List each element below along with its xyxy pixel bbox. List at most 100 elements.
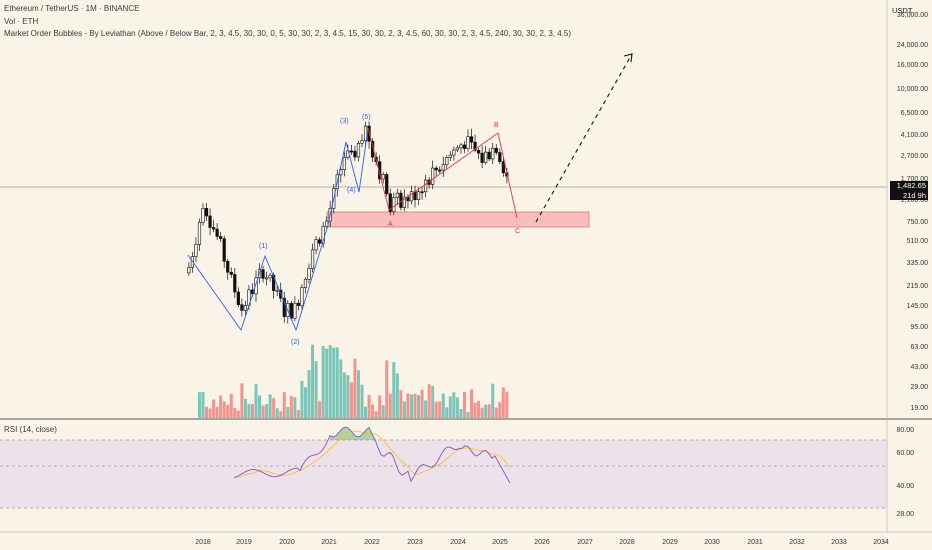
candle-body [243, 305, 248, 311]
volume-bar [286, 406, 290, 418]
target-zone[interactable] [326, 211, 590, 228]
candle-body [215, 228, 219, 237]
price-tick-label: 1,700.00 [901, 176, 928, 183]
volume-bar [272, 398, 276, 418]
candle-body [402, 196, 407, 208]
volume-bar [374, 411, 378, 418]
volume-bar [335, 347, 339, 418]
price-tick-label: 750.00 [907, 219, 929, 226]
volume-bar [201, 391, 205, 418]
volume-bar [268, 394, 272, 418]
volume-bar [498, 402, 502, 418]
symbol-title[interactable]: Ethereum / TetherUS · 1M · BINANCE [4, 4, 140, 13]
volume-bar [399, 390, 403, 418]
volume-bar [236, 410, 240, 418]
volume-bar [197, 392, 201, 418]
volume-bar [367, 394, 371, 418]
volume-bar [477, 400, 481, 418]
main-pane[interactable] [0, 0, 887, 418]
volume-bar [385, 360, 389, 418]
volume-bar [314, 361, 318, 418]
candle-body [317, 239, 322, 244]
volume-legend[interactable]: Vol · ETH [4, 17, 39, 26]
price-tick-label: 43.00 [910, 364, 928, 371]
time-tick-label: 2030 [704, 539, 720, 546]
volume-bar [275, 408, 279, 418]
indicator-legend[interactable]: Market Order Bubbles - By Leviathan (Abo… [4, 29, 572, 38]
wave-label-b: B [494, 122, 499, 129]
volume-bar [360, 384, 364, 418]
time-tick-label: 2020 [279, 539, 295, 546]
price-tick-label: 36,000.00 [897, 12, 928, 19]
volume-bar [427, 384, 431, 418]
rsi-line [233, 426, 511, 484]
time-tick-label: 2032 [789, 539, 805, 546]
price-tick-label: 145.00 [907, 303, 929, 310]
volume-bar [441, 393, 445, 418]
candle-body [487, 151, 491, 160]
candle-body [459, 144, 463, 149]
volume-bar [243, 398, 247, 418]
wave-label-a: A [388, 221, 393, 228]
volume-bar [462, 391, 466, 418]
volume-bars [197, 344, 509, 418]
time-tick-label: 2022 [364, 539, 380, 546]
candle-body [219, 236, 223, 239]
candle-body [194, 244, 198, 257]
rsi-tick-label: 60.00 [896, 450, 914, 457]
volume-bar [505, 391, 509, 418]
volume-bar [229, 393, 233, 418]
time-axis[interactable]: 2018 2019 2020 2021 2022 2023 2024 2025 2026 2027… [195, 539, 889, 546]
volume-bar [487, 404, 491, 418]
volume-bar [233, 407, 237, 418]
candle-body [229, 271, 233, 275]
volume-bar [208, 408, 212, 418]
volume-bar [381, 405, 385, 418]
currency-label[interactable]: USDT [892, 6, 913, 15]
candle-body [392, 197, 396, 212]
volume-bar [378, 395, 382, 418]
price-tick-label: 2,700.00 [901, 153, 928, 160]
volume-bar [311, 344, 315, 418]
candle-body [501, 161, 505, 174]
rsi-tick-label: 28.00 [896, 511, 914, 518]
candle-body [360, 140, 364, 144]
wave-label-5: (5) [362, 114, 371, 121]
volume-bar [300, 380, 304, 418]
candle-body [204, 208, 209, 217]
rsi-axis[interactable]: 80.00 60.00 40.00 28.00 [896, 427, 914, 518]
volume-bar [342, 372, 346, 418]
volume-bar [307, 370, 311, 418]
time-tick-label: 2021 [321, 539, 337, 546]
time-tick-label: 2034 [873, 539, 889, 546]
rsi-legend[interactable]: RSI (14, close) [4, 425, 57, 434]
candle-body [296, 302, 301, 306]
candle-body [484, 151, 488, 163]
price-tick-label: 4,100.00 [901, 132, 928, 139]
volume-bar [392, 362, 396, 418]
projection-arrow [535, 53, 633, 223]
rsi-tick-label: 40.00 [896, 483, 914, 490]
price-tick-label: 510.00 [907, 238, 929, 245]
candle-body [441, 164, 445, 171]
volume-bar [409, 394, 413, 418]
price-axis[interactable]: 36,000.00 24,000.00 16,000.00 10,000.00 6,50… [897, 12, 928, 412]
volume-bar [448, 396, 452, 418]
price-tick-label: 10,000.00 [897, 86, 928, 93]
candle-body [491, 147, 495, 160]
time-tick-label: 2024 [450, 539, 466, 546]
volume-bar [466, 411, 470, 418]
candle-body [293, 302, 297, 319]
price-tick-label: 29.00 [910, 384, 928, 391]
candle-body [413, 191, 417, 200]
candle-body [349, 150, 354, 153]
candle-body [473, 141, 477, 151]
candle-body [378, 161, 382, 180]
candle-body [409, 191, 414, 202]
wave-label-4: (4) [347, 187, 356, 194]
candle-body [494, 147, 498, 153]
volume-bar [222, 401, 226, 418]
price-tick-label: 1,100.00 [901, 197, 928, 204]
candle-body [416, 191, 421, 200]
